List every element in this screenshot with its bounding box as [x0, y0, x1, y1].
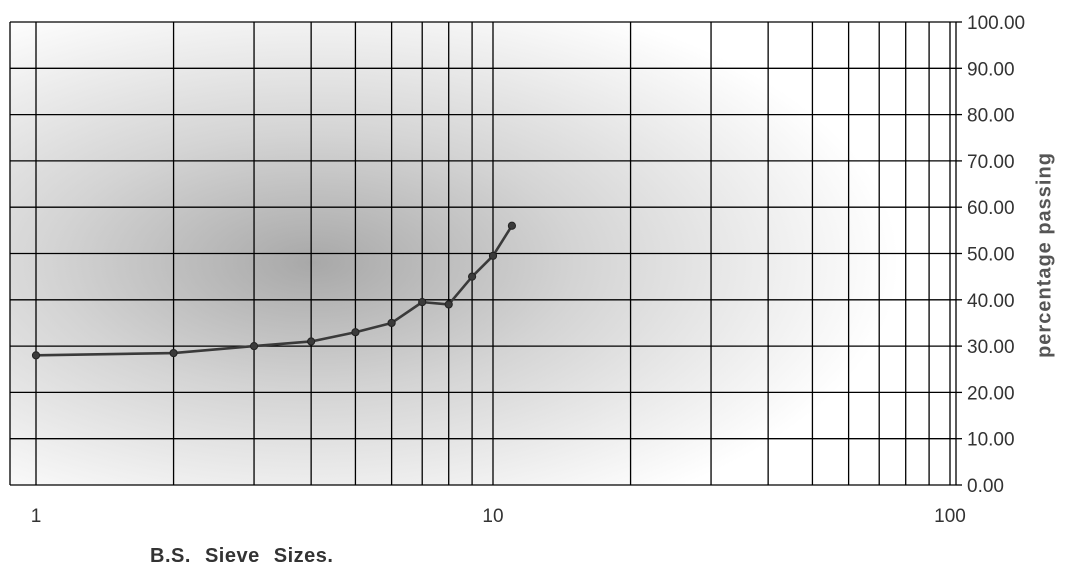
y-tick-label: 80.00	[967, 106, 1015, 127]
y-tick-label: 40.00	[967, 291, 1015, 312]
x-axis-label: B.S. Sieve Sizes.	[150, 545, 334, 567]
y-tick-label: 10.00	[967, 430, 1015, 451]
data-point	[249, 342, 259, 351]
x-tick-labels: 1 10 100	[31, 506, 966, 527]
x-tick-label: 1	[31, 506, 42, 527]
data-point	[418, 298, 427, 307]
y-tick-label: 30.00	[967, 337, 1015, 358]
data-point	[387, 318, 396, 328]
y-tick-labels: 0.00 10.00 20.00 30.00 40.00 50.00 60.00 70.00 8…	[967, 13, 1025, 497]
y-axis-label: percentage passing	[1033, 152, 1056, 358]
data-point	[444, 300, 453, 309]
data-point	[31, 351, 41, 360]
grid-lines	[9, 21, 962, 486]
data-point	[307, 337, 316, 346]
data-point	[488, 251, 498, 260]
y-tick-label: 20.00	[967, 383, 1015, 404]
y-tick-label: 60.00	[967, 198, 1015, 219]
y-tick-label: 90.00	[967, 59, 1015, 80]
data-point	[467, 272, 477, 281]
data-point	[169, 348, 178, 358]
data-point	[351, 328, 360, 337]
y-tick-label: 100.00	[967, 13, 1025, 34]
x-tick-label: 10	[482, 506, 503, 527]
series-layer	[31, 221, 517, 360]
y-tick-label: 0.00	[967, 476, 1004, 497]
y-tick-label: 70.00	[967, 152, 1015, 173]
y-tick-label: 50.00	[967, 245, 1015, 266]
data-point	[507, 221, 517, 230]
x-tick-label: 100	[934, 506, 966, 527]
